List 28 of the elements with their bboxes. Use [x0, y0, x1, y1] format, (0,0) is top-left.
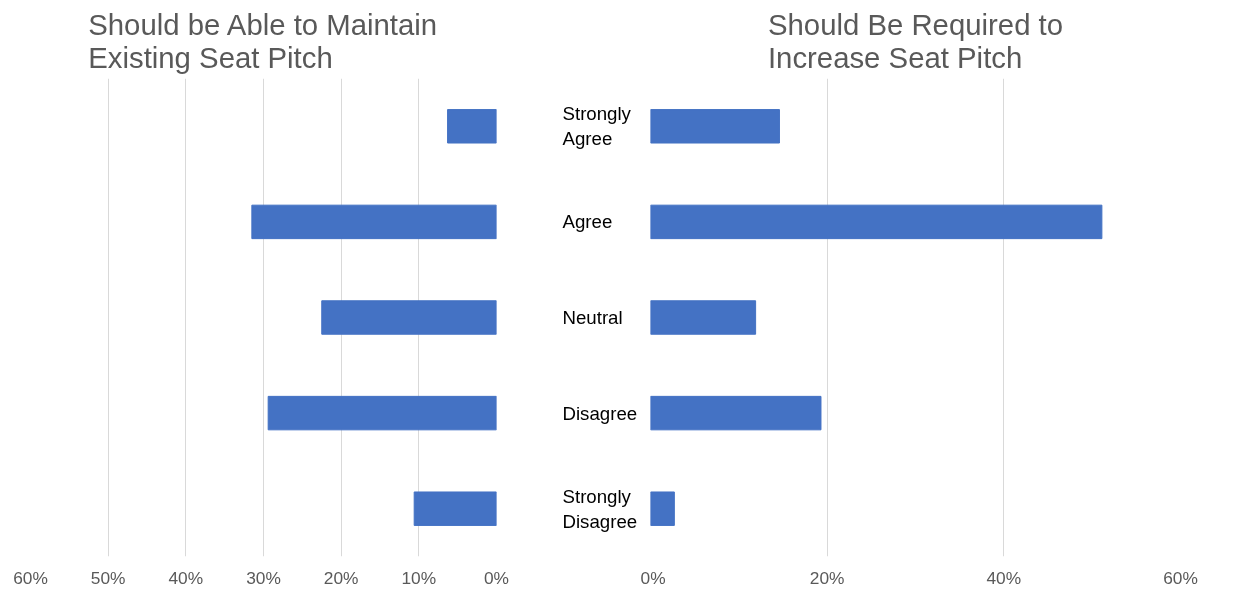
x-tick-label: 20% [323, 567, 359, 588]
x-tick-label: 30% [246, 567, 281, 588]
chart-title: Should be Able to Maintain Existing Seat Pitch [88, 7, 438, 74]
bar [447, 109, 497, 144]
y-tick-label: Strongly Disagree [562, 485, 638, 532]
y-tick-label: Neutral [562, 307, 623, 328]
bar [267, 395, 497, 431]
y-tick-label: Strongly Agree [562, 103, 632, 150]
bar [650, 109, 780, 144]
bar [321, 300, 497, 335]
x-tick-label: 60% [13, 567, 48, 588]
bar [650, 204, 1103, 240]
bar [650, 491, 675, 526]
x-tick-label: 40% [986, 567, 1022, 588]
x-tick-label: 60% [1163, 567, 1198, 588]
x-tick-label: 40% [168, 567, 204, 588]
bar [413, 491, 497, 526]
chart-title: Should Be Required to Increase Seat Pitch [767, 7, 1064, 74]
bar [251, 204, 497, 240]
bar [650, 300, 757, 335]
x-tick-label: 20% [809, 567, 845, 588]
x-tick-label: 10% [401, 567, 437, 588]
y-tick-label: Agree [562, 211, 613, 233]
bar [650, 395, 822, 431]
x-tick-label: 0% [483, 567, 510, 588]
x-tick-label: 50% [90, 567, 126, 588]
x-tick-label: 0% [640, 567, 666, 588]
y-tick-label: Disagree [562, 402, 638, 424]
